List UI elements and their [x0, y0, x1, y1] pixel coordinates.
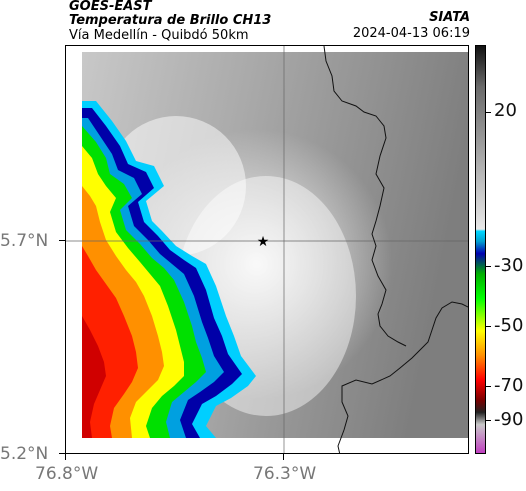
lon-label: 76.3°W	[253, 464, 317, 484]
colorbar-label: 20	[494, 100, 517, 121]
lat-label: 5.2°N	[0, 444, 49, 464]
lat-tick	[59, 453, 65, 454]
colorbar-tick	[486, 386, 491, 387]
lat-tick	[59, 240, 65, 241]
colorbar-tick	[486, 326, 491, 327]
border-line	[337, 301, 468, 453]
lat-label: 5.7°N	[0, 231, 49, 251]
lon-label: 76.8°W	[35, 464, 99, 484]
organization-label: SIATA	[429, 10, 470, 25]
colorbar-label: -50	[494, 315, 524, 336]
colorbar-tick	[486, 420, 491, 421]
colorbar-gradient	[476, 46, 485, 453]
product-title: Temperatura de Brillo CH13	[69, 13, 272, 28]
colorbar-label: -70	[494, 375, 524, 396]
lon-tick	[65, 454, 66, 460]
colorbar-label: -30	[494, 255, 524, 276]
cloud-shield	[82, 101, 256, 438]
colorbar	[475, 45, 486, 454]
colorbar-label: -90	[494, 409, 524, 430]
colorbar-tick	[486, 266, 491, 267]
header-right: SIATA 2024-04-13 06:19	[353, 10, 470, 42]
satellite-image: ★	[66, 46, 468, 453]
star-icon: ★	[257, 234, 270, 250]
header-left: GOES-EAST Temperatura de Brillo CH13 Vía…	[69, 0, 271, 44]
border-line	[323, 46, 407, 347]
timestamp-label: 2024-04-13 06:19	[352, 26, 470, 41]
colorbar-tick	[486, 112, 491, 113]
satellite-name: GOES-EAST	[69, 0, 152, 14]
region-label: Vía Medellín - Quibdó 50km	[69, 28, 249, 43]
lon-tick	[283, 454, 284, 460]
map-panel[interactable]: ★	[65, 45, 469, 454]
